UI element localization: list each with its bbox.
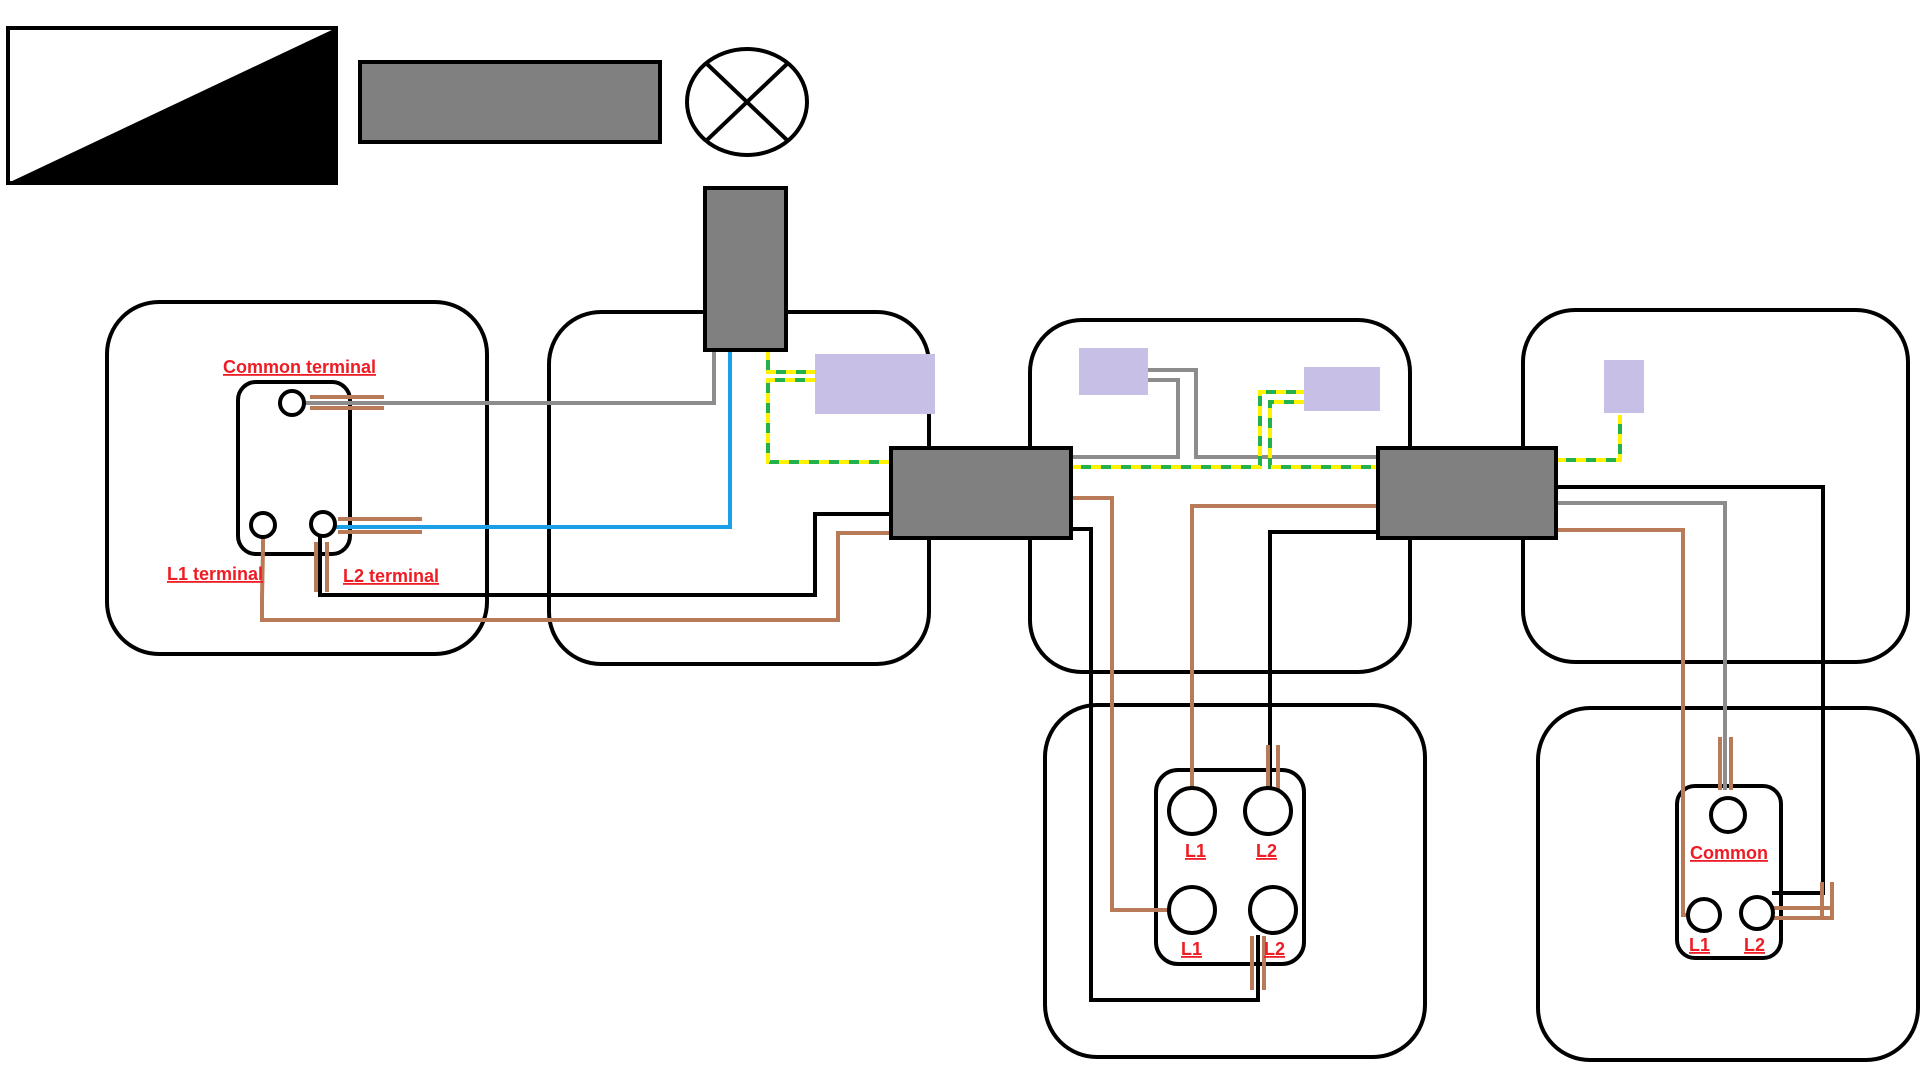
common-terminal-screw [278, 389, 306, 417]
back-box-two-way-switch [1536, 706, 1920, 1062]
two-way-l2-label: L2 [1744, 935, 1765, 955]
junction-block-right [1376, 446, 1558, 540]
two-way-l2-terminal [1739, 895, 1775, 931]
black-wire-middle-to-l2-bottom [1071, 527, 1260, 1002]
l1-terminal-label: L1 terminal [167, 564, 263, 584]
brown-wire-switch-one [260, 531, 891, 622]
intermediate-l2-top-label: L2 [1256, 841, 1277, 861]
switch-one-plate [236, 380, 352, 556]
intermediate-l2-bottom-terminal [1248, 885, 1298, 935]
earth-connector-middle [1304, 367, 1380, 411]
earth-wire-right [1556, 415, 1622, 462]
black-wire-right-to-two-way-l2 [1556, 485, 1825, 895]
two-way-l1-label: L1 [1689, 935, 1710, 955]
intermediate-l1-bottom-label: L1 [1181, 939, 1202, 959]
common-terminal-label: Common terminal [223, 357, 376, 377]
intermediate-l2-top-terminal [1243, 786, 1293, 836]
grey-wire-middle-a [1071, 378, 1180, 459]
black-wire-right-to-l2-top [1268, 530, 1378, 808]
ceiling-rose-block [703, 186, 788, 352]
earth-wire-ceiling-rose [766, 350, 891, 464]
back-box-switch-one [105, 300, 489, 656]
connector-middle-left [1079, 348, 1148, 395]
intermediate-l2-bottom-label: L2 [1264, 939, 1285, 959]
earth-wire-middle [1071, 390, 1378, 469]
brown-wire-right-to-two-way-l1 [1556, 528, 1702, 917]
brown-wire-middle-to-l1-bottom [1071, 496, 1185, 912]
intermediate-l1-top-terminal [1167, 786, 1217, 836]
intermediate-l1-top-label: L1 [1185, 841, 1206, 861]
intermediate-l1-bottom-terminal [1167, 885, 1217, 935]
grey-wire-right-to-common [1556, 501, 1727, 790]
blue-wire [323, 350, 732, 529]
l2-terminal-label: L2 terminal [343, 566, 439, 586]
black-wire-switch-one [318, 512, 891, 597]
grey-common-wire [292, 350, 716, 405]
two-way-common-label: Common [1690, 843, 1768, 863]
terminal-sleeves [310, 395, 1834, 990]
junction-box-symbol [358, 60, 662, 144]
grey-wire-middle-b [1148, 368, 1378, 459]
junction-block-middle [889, 446, 1073, 540]
intermediate-switch-plate [1154, 768, 1306, 966]
l1-terminal-screw [249, 511, 277, 539]
consumer-unit-symbol [6, 26, 338, 185]
back-box-intermediate-switch [1043, 703, 1427, 1059]
lamp-symbol [685, 47, 809, 157]
l2-terminal-screw [309, 510, 337, 538]
two-way-l1-terminal [1686, 897, 1722, 933]
two-way-common-terminal [1709, 796, 1747, 834]
earth-connector-right [1604, 360, 1644, 413]
brown-wire-right-to-l1-top [1190, 504, 1378, 808]
earth-connector-ceiling-rose [815, 354, 935, 414]
